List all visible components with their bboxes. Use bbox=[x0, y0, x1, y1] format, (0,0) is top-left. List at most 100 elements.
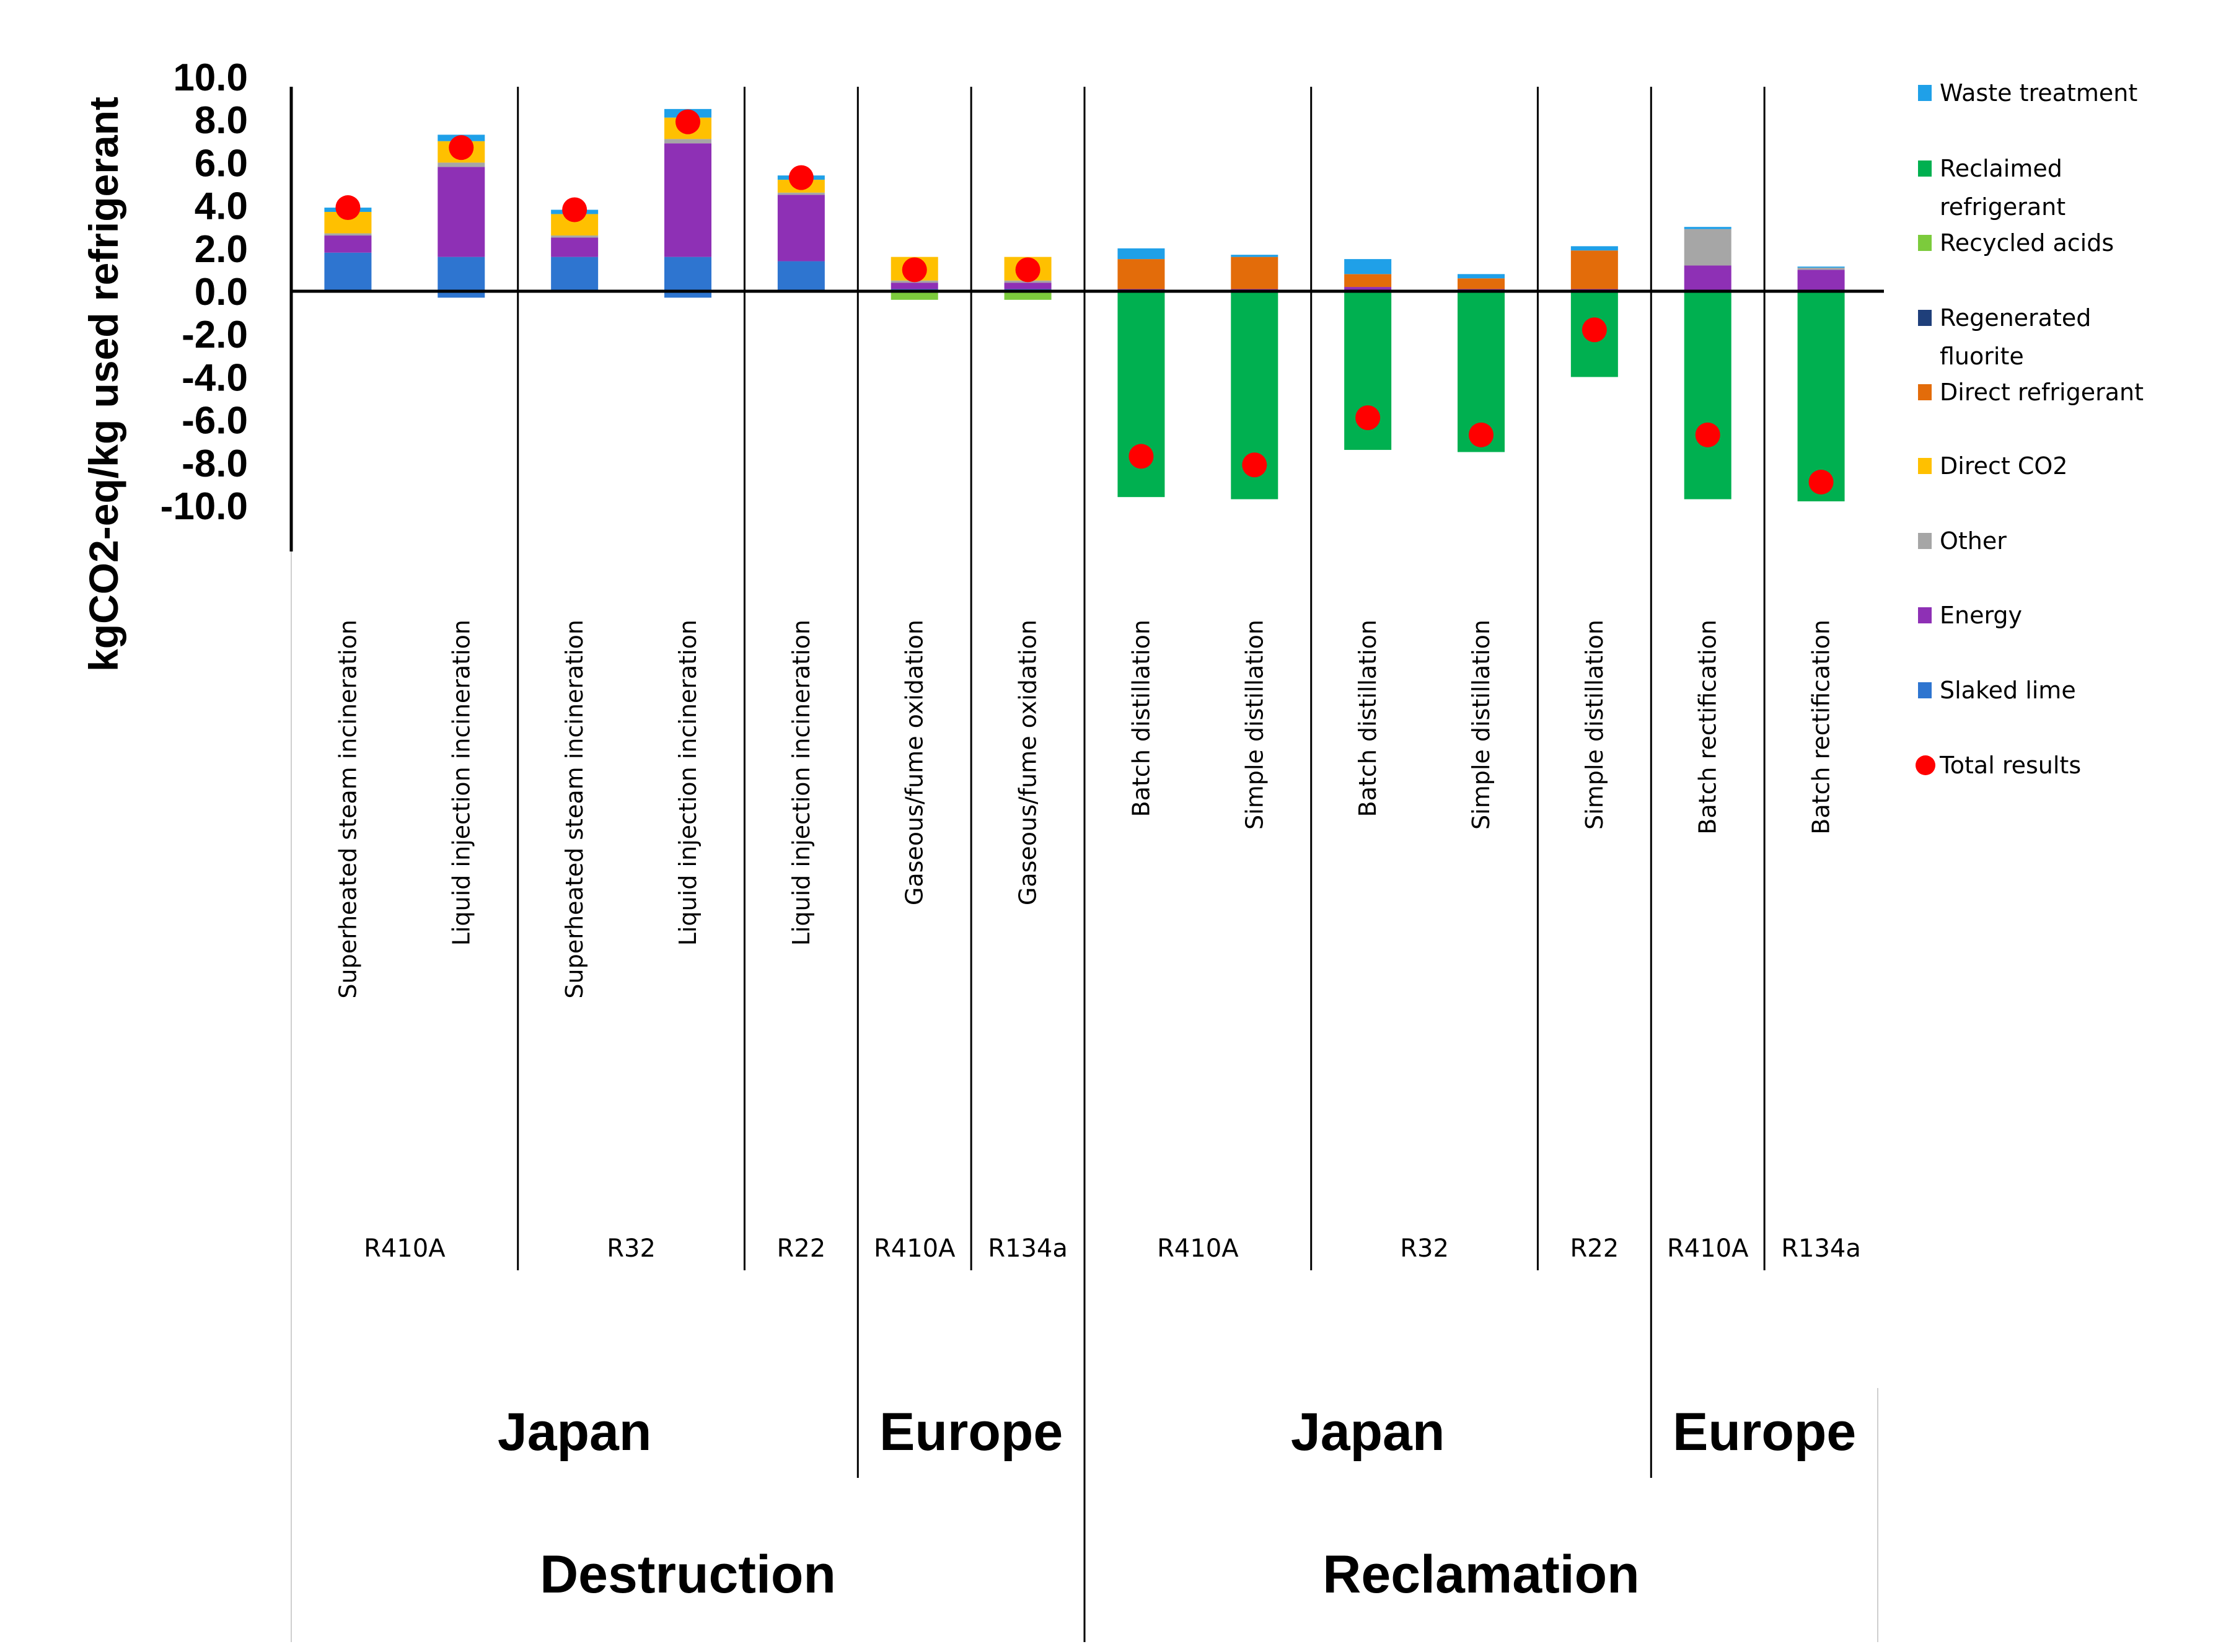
refrigerant-label: R410A bbox=[1667, 1234, 1749, 1263]
category-label: Liquid injection incineration bbox=[788, 620, 815, 946]
bar-segment-slaked-lime bbox=[664, 257, 711, 291]
total-result-point bbox=[788, 165, 814, 190]
legend-marker-direct-co2 bbox=[1918, 458, 1932, 474]
bar-segment-direct-refrigerant bbox=[1344, 274, 1392, 288]
y-tick-label: 6.0 bbox=[195, 142, 248, 185]
total-result-point bbox=[675, 109, 700, 134]
refrigerant-label: R410A bbox=[364, 1234, 446, 1263]
bar-segment-direct-refrigerant bbox=[1458, 278, 1505, 289]
totals-layer bbox=[335, 109, 1834, 494]
y-tick-label: -4.0 bbox=[182, 356, 248, 399]
total-result-point bbox=[902, 257, 927, 283]
bar-segment-waste-treatment bbox=[1684, 227, 1731, 229]
region-label: Europe bbox=[1673, 1402, 1856, 1462]
total-result-point bbox=[1582, 317, 1607, 343]
y-tick-label: -6.0 bbox=[182, 400, 248, 442]
bar-segment-other bbox=[664, 139, 711, 144]
legend-marker-slaked-lime bbox=[1918, 682, 1932, 698]
bar-segment-other bbox=[324, 233, 372, 236]
legend-marker-other bbox=[1918, 533, 1932, 549]
category-label: Liquid injection incineration bbox=[447, 620, 475, 946]
bar-segment-direct-refrigerant bbox=[1117, 259, 1165, 289]
legend-marker-direct-refrigerant bbox=[1918, 384, 1932, 400]
refrigerant-label: R410A bbox=[874, 1234, 956, 1263]
legend-label-waste-treatment: Waste treatment bbox=[1940, 79, 2137, 107]
bar-segment-energy bbox=[777, 195, 825, 261]
refrigerant-label: R134a bbox=[1781, 1234, 1861, 1263]
legend-label-recycled-acids: Recycled acids bbox=[1940, 229, 2114, 257]
category-label: Simple distillation bbox=[1241, 620, 1268, 830]
category-label: Simple distillation bbox=[1467, 620, 1495, 830]
refrigerant-label: R32 bbox=[1400, 1234, 1449, 1263]
bar-segment-slaked-lime bbox=[438, 257, 485, 291]
refrigerant-label: R22 bbox=[1570, 1234, 1619, 1263]
bar-segment-slaked-lime bbox=[438, 291, 485, 298]
method-label: Reclamation bbox=[1322, 1545, 1639, 1604]
bar-segment-recycled-acids bbox=[891, 291, 938, 300]
bar-segment-waste-treatment bbox=[1117, 248, 1165, 260]
total-result-point bbox=[1808, 469, 1834, 494]
refrigerant-label: R410A bbox=[1157, 1234, 1239, 1263]
category-label: Superheated steam incineration bbox=[561, 620, 588, 999]
bar-segment-waste-treatment bbox=[1344, 259, 1392, 275]
total-result-point bbox=[562, 197, 587, 222]
method-label: Destruction bbox=[540, 1545, 836, 1604]
legend-label-direct-refrigerant: Direct refrigerant bbox=[1940, 379, 2144, 406]
region-label: Japan bbox=[1291, 1402, 1445, 1462]
refrigerant-label: R22 bbox=[777, 1234, 826, 1263]
bar-segment-slaked-lime bbox=[324, 252, 372, 291]
total-result-point bbox=[335, 195, 361, 221]
bar-segment-energy bbox=[1797, 270, 1845, 291]
total-result-point bbox=[1355, 405, 1381, 431]
category-label: Batch rectification bbox=[1694, 620, 1722, 835]
refrigerant-label: R32 bbox=[607, 1234, 656, 1263]
legend-marker-energy bbox=[1918, 607, 1932, 623]
bar-segment-other bbox=[1797, 267, 1845, 270]
y-axis-title: kgCO2-eq/kg used refrigerant bbox=[81, 97, 126, 672]
bar-segment-waste-treatment bbox=[1458, 274, 1505, 279]
legend-marker-waste-treatment bbox=[1918, 85, 1932, 101]
region-label: Europe bbox=[879, 1402, 1063, 1462]
bar-segment-slaked-lime bbox=[664, 291, 711, 298]
y-tick-label: 10.0 bbox=[173, 56, 248, 99]
bar-segment-other bbox=[1684, 229, 1731, 266]
bar-segment-waste-treatment bbox=[1570, 246, 1618, 251]
legend-label-reclaimed-refrigerant: Reclaimed refrigerant bbox=[1940, 155, 2066, 221]
y-tick-label: 0.0 bbox=[195, 271, 248, 314]
total-result-point bbox=[449, 135, 474, 160]
legend: Waste treatment Reclaimed refrigerant Recyc… bbox=[1916, 79, 2144, 779]
bar-segment-energy bbox=[1344, 287, 1392, 291]
bar-segment-energy bbox=[891, 283, 938, 289]
group-dividers bbox=[291, 87, 1878, 1642]
total-result-point bbox=[1469, 422, 1494, 447]
category-label: Liquid injection incineration bbox=[674, 620, 702, 946]
bar-segment-energy bbox=[324, 235, 372, 253]
total-result-point bbox=[1242, 452, 1267, 478]
legend-marker-total-results bbox=[1916, 755, 1935, 775]
legend-marker-regenerated-fluorite bbox=[1918, 310, 1932, 326]
category-label: Batch distillation bbox=[1127, 620, 1155, 817]
bar-segment-direct-refrigerant bbox=[1570, 250, 1618, 289]
legend-label-slaked-lime: Slaked lime bbox=[1940, 677, 2076, 704]
category-label: Batch distillation bbox=[1354, 620, 1381, 817]
legend-marker-reclaimed-refrigerant bbox=[1918, 160, 1932, 177]
bar-segment-waste-treatment bbox=[1231, 255, 1278, 257]
bar-segment-direct-refrigerant bbox=[1231, 257, 1278, 289]
bar-segment-energy bbox=[664, 143, 711, 257]
total-result-point bbox=[1695, 422, 1720, 447]
bar-segment-recycled-acids bbox=[1004, 291, 1052, 300]
y-tick-label: -10.0 bbox=[161, 485, 248, 528]
bar-segment-energy bbox=[438, 167, 485, 257]
category-label: Gaseous/fume oxidation bbox=[901, 620, 928, 905]
total-result-point bbox=[1128, 444, 1154, 469]
category-label: Gaseous/fume oxidation bbox=[1014, 620, 1042, 905]
bar-segment-reclaimed-refrigerant bbox=[1684, 291, 1731, 499]
labels-layer: Superheated steam incineration Liquid inj… bbox=[334, 620, 1860, 1604]
y-tick-label: -2.0 bbox=[182, 314, 248, 356]
total-result-point bbox=[1015, 257, 1041, 283]
bar-segment-slaked-lime bbox=[777, 261, 825, 291]
legend-label-regenerated-fluorite: Regenerated fluorite bbox=[1940, 304, 2091, 370]
legend-label-total-results: Total results bbox=[1939, 752, 2081, 779]
category-label: Batch rectification bbox=[1808, 620, 1835, 835]
